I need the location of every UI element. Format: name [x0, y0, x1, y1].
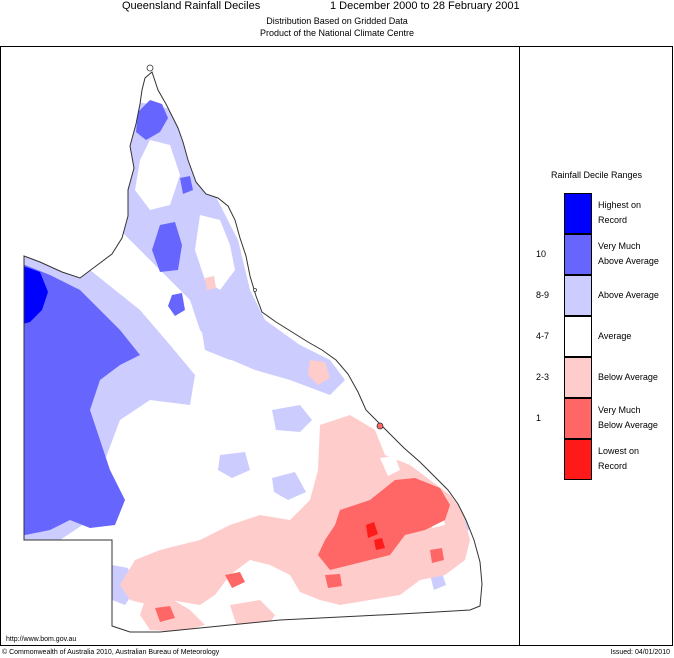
average-inner-central — [195, 215, 235, 290]
above-average-blob-1 — [272, 405, 312, 432]
legend-range-2: 8-9 — [536, 290, 550, 300]
very-much-below-blob-3 — [325, 574, 342, 588]
legend-label-4: Below Average — [598, 370, 670, 385]
above-average-blob-3 — [272, 472, 306, 500]
legend-label-3-0: Average — [598, 331, 632, 341]
footer-issued: Issued: 04/01/2010 — [610, 649, 670, 656]
legend-range-1: 10 — [536, 249, 547, 259]
very-much-below-blob-4 — [430, 548, 444, 563]
island-2 — [253, 288, 257, 292]
very-much-above-north — [136, 100, 168, 140]
island-3 — [376, 422, 384, 430]
legend-swatch-6 — [564, 439, 592, 480]
map-title: Queensland Rainfall Deciles — [122, 0, 261, 12]
legend-label-0-0: Highest on — [598, 200, 642, 210]
legend-swatch-0 — [564, 193, 592, 234]
island-1 — [146, 64, 154, 72]
legend-label-1-1: Above Average — [598, 256, 659, 266]
footer-url[interactable]: http://www.bom.gov.au — [6, 636, 77, 643]
legend-divider — [519, 46, 520, 646]
legend-label-5-0: Very Much — [598, 405, 641, 415]
footer-copyright: © Commonwealth of Australia 2010, Austra… — [2, 649, 220, 656]
very-much-below-core — [318, 478, 450, 570]
legend-label-6-1: Record — [598, 461, 628, 471]
above-average-central — [200, 315, 250, 360]
legend-title: Rainfall Decile Ranges — [550, 170, 643, 180]
average-hole-se — [380, 456, 400, 476]
very-much-above-central-1 — [152, 222, 182, 272]
legend-label-4-0: Below Average — [598, 372, 658, 382]
legend-label-5-1: Below Average — [598, 420, 658, 430]
legend-label-2-0: Above Average — [598, 290, 659, 300]
map-period: 1 December 2000 to 28 February 2001 — [330, 0, 520, 12]
legend-label-5: Very Much Below Average — [598, 403, 670, 433]
very-much-above-small-1 — [180, 176, 193, 194]
legend-label-6-0: Lowest on — [598, 446, 640, 456]
lowest-on-record-2 — [374, 538, 385, 550]
title-row: Queensland Rainfall Deciles 1 December 2… — [0, 0, 674, 14]
legend-label-1: Very Much Above Average — [598, 239, 670, 269]
map-frame — [0, 46, 673, 646]
very-much-above-central-2 — [168, 293, 185, 316]
legend-swatch-1 — [564, 234, 592, 275]
very-much-below-blob-2 — [155, 606, 175, 622]
legend-range-5: 1 — [536, 413, 542, 423]
map-subtitle-1: Distribution Based on Gridded Data — [266, 16, 408, 26]
legend-label-3: Average — [598, 329, 670, 344]
map-subtitle-2: Product of the National Climate Centre — [259, 28, 415, 38]
very-much-above-gulf — [24, 255, 140, 540]
average-inner-north — [135, 140, 180, 210]
below-average-blob-1 — [308, 360, 330, 385]
legend-swatch-3 — [564, 316, 592, 357]
above-average-se-1 — [430, 573, 446, 590]
legend-range-4: 2-3 — [536, 372, 550, 382]
legend-swatch-5 — [564, 398, 592, 439]
highest-on-record-gulf — [24, 258, 48, 330]
legend-label-6: Lowest on Record — [598, 444, 670, 474]
above-average-blob-2 — [218, 452, 250, 478]
legend-label-2: Above Average — [598, 288, 670, 303]
queensland-outline — [23, 71, 483, 633]
legend-label-1-0: Very Much — [598, 241, 641, 251]
legend-swatch-2 — [564, 275, 592, 316]
very-much-below-blob-1 — [225, 572, 245, 588]
below-average-blob-2 — [205, 276, 216, 290]
legend-swatch-4 — [564, 357, 592, 398]
legend-label-0-1: Record — [598, 215, 628, 225]
lowest-on-record-1 — [366, 522, 378, 538]
legend-label-0: Highest on Record — [598, 198, 670, 228]
legend-range-3: 4-7 — [536, 331, 550, 341]
